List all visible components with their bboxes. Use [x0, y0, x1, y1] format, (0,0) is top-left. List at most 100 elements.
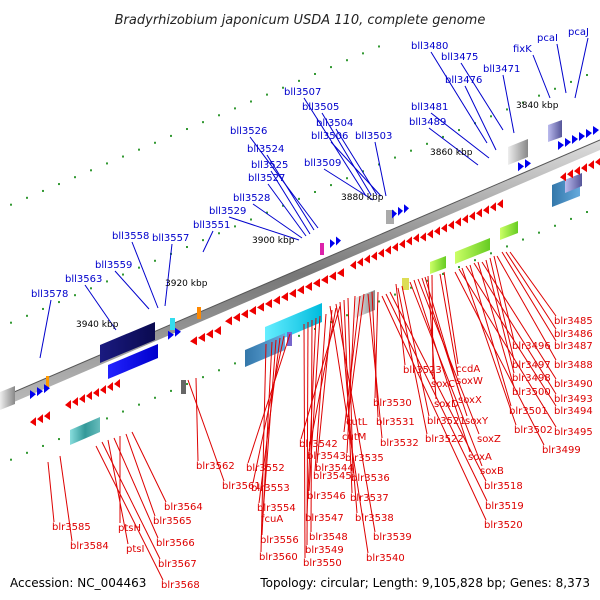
reverse-arrow — [281, 292, 288, 302]
forward-arrow — [565, 138, 571, 148]
gene-label-blr3538: blr3538 — [355, 513, 394, 524]
gene-label-blr3556: blr3556 — [260, 535, 299, 546]
feature-mark-cyan — [170, 318, 175, 330]
reverse-arrow — [567, 169, 573, 179]
tick-dot — [282, 204, 284, 207]
tick-dot — [90, 169, 92, 172]
gene-label-bll3489: bll3489 — [409, 117, 446, 128]
gene-label-blr3560: blr3560 — [259, 552, 298, 563]
leader-line — [113, 437, 159, 539]
forward-arrow — [593, 126, 599, 136]
gene-label-bll3558: bll3558 — [112, 231, 149, 242]
tick-dot — [426, 279, 428, 282]
tick-dot — [58, 183, 60, 186]
tick-dot — [410, 149, 412, 152]
reverse-arrow — [476, 208, 482, 218]
gene-label-blr3544: blr3544 — [315, 463, 354, 474]
reverse-arrow — [79, 394, 85, 404]
feature-block-green-3 — [500, 221, 518, 240]
gene-label-bll3525: bll3525 — [251, 160, 288, 171]
gene-label-blr3554: blr3554 — [257, 503, 296, 514]
gene-label-bll3563: bll3563 — [65, 274, 102, 285]
gene-label-blr3518: blr3518 — [484, 481, 523, 492]
gene-label-blr3547: blr3547 — [305, 513, 344, 524]
leader-line — [262, 339, 277, 515]
tick-dot — [218, 232, 220, 235]
leader-line — [501, 251, 557, 342]
reverse-arrow — [100, 385, 106, 394]
tick-dot — [10, 321, 12, 324]
gene-label-ccda: ccdA — [456, 364, 480, 375]
leader-line — [460, 62, 504, 131]
tick-dot — [394, 293, 396, 296]
leader-line — [485, 259, 515, 374]
kbp-labels: 3840 kbp 3860 kbp 3880 kbp 3900 kbp 3920 kbp… — [76, 101, 559, 330]
reverse-arrow — [413, 233, 419, 243]
topology-label: Topology: circular; Length: 9,105,828 bp… — [259, 576, 590, 590]
leader-line — [306, 321, 309, 546]
feature-mark-gray — [386, 210, 394, 224]
leader-line — [321, 112, 372, 196]
leader-line — [469, 264, 512, 407]
tick-dot — [330, 184, 332, 187]
leader-line — [303, 323, 306, 559]
reverse-arrow — [595, 157, 600, 166]
gene-label-soxw: soxW — [456, 376, 483, 387]
leader-line — [464, 85, 497, 151]
feature-block-purple-2 — [548, 120, 562, 142]
leader-line — [385, 293, 488, 502]
gene-label-bll3505: bll3505 — [302, 102, 339, 113]
reverse-arrow — [72, 397, 78, 407]
tick-dot — [538, 231, 540, 234]
tick-dot — [186, 383, 188, 386]
leader-line — [532, 54, 551, 99]
gene-label-bll3524: bll3524 — [247, 144, 284, 155]
gene-label-fcua: fcuA — [261, 514, 283, 525]
gene-label-ptsi: ptsI — [126, 544, 144, 555]
leader-line — [107, 439, 129, 545]
tick-dot — [522, 101, 524, 104]
reverse-arrow — [289, 288, 296, 298]
feature-mark-yellow — [402, 278, 409, 290]
leader-line — [454, 271, 545, 446]
leader-line — [389, 291, 487, 482]
leader-line — [195, 377, 199, 462]
reverse-arrow — [225, 316, 232, 326]
tick-dot — [42, 444, 44, 447]
tick-dot — [362, 170, 364, 173]
gene-label-bll3526: bll3526 — [230, 126, 267, 137]
forward-arrow — [44, 384, 50, 394]
feature-block-gray-3 — [0, 386, 15, 410]
gene-label-blr3540: blr3540 — [366, 553, 405, 564]
reverse-arrow — [305, 281, 312, 291]
leader-line — [401, 285, 430, 417]
feature-block-navy — [100, 322, 155, 363]
leader-line — [371, 291, 379, 418]
reverse-arrow — [357, 257, 363, 267]
reverse-arrow — [581, 163, 587, 173]
map-title: Bradyrhizobium japonicum USDA 110, compl… — [115, 13, 486, 28]
gene-label-blr3566: blr3566 — [156, 538, 195, 549]
reverse-arrow — [420, 232, 426, 242]
tick-dot — [554, 87, 556, 90]
gene-label-blr3520: blr3520 — [484, 520, 523, 531]
reverse-arrow — [406, 236, 412, 246]
feature-mark-orange-2 — [46, 376, 49, 388]
gene-label-blr3562: blr3562 — [196, 461, 235, 472]
gene-label-bll3527: bll3527 — [248, 173, 285, 184]
leader-line — [556, 43, 567, 94]
leader-line — [461, 267, 517, 426]
gene-label-bll3471: bll3471 — [483, 64, 520, 75]
tick-dot — [138, 148, 140, 151]
reverse-arrow — [257, 302, 264, 312]
reverse-arrow — [30, 417, 36, 427]
gene-label-pcaj: pcaJ — [568, 27, 589, 38]
tick-dot — [570, 217, 572, 220]
forward-arrow — [558, 141, 564, 151]
gene-label-soxa: soxA — [468, 452, 492, 463]
tick-dot — [570, 80, 572, 83]
gene-label-soxc: soxC — [431, 379, 455, 390]
gene-label-blr3531: blr3531 — [376, 417, 415, 428]
tick-dot — [298, 197, 300, 200]
gene-label-cutm: cutM — [342, 432, 366, 443]
